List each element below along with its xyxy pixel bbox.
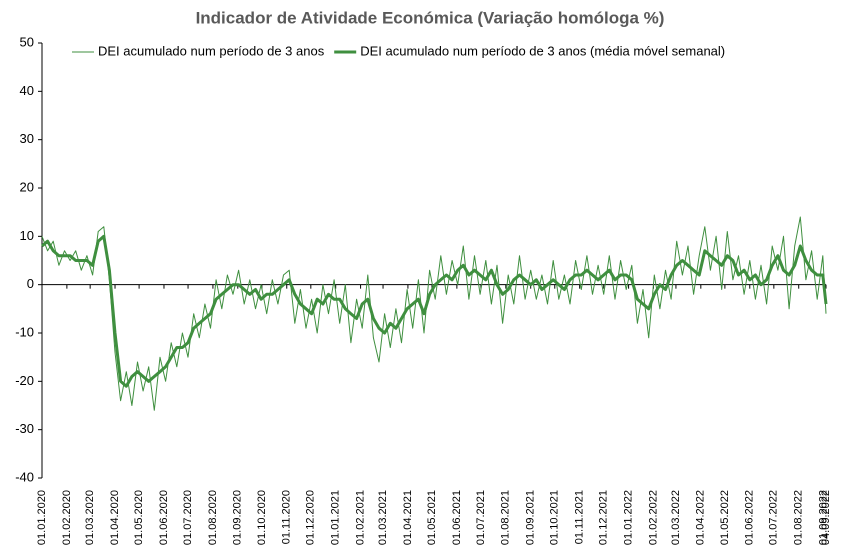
x-tick-label: 01.07.2022 bbox=[768, 490, 780, 545]
x-tick-label: 01.08.2021 bbox=[500, 490, 512, 545]
y-tick-label: 20 bbox=[20, 179, 34, 194]
y-tick-label: 30 bbox=[20, 131, 34, 146]
y-tick-label: 50 bbox=[20, 34, 34, 49]
legend-label: DEI acumulado num período de 3 anos bbox=[98, 43, 325, 58]
x-tick-label: 01.02.2020 bbox=[61, 490, 73, 545]
x-tick-label: 01.09.2022 bbox=[817, 490, 829, 545]
chart-title: Indicador de Atividade Económica (Variaç… bbox=[196, 8, 665, 27]
series-line bbox=[41, 234, 828, 388]
x-tick-label: 01.08.2022 bbox=[793, 490, 805, 545]
x-tick-label: 01.10.2020 bbox=[256, 490, 268, 545]
x-tick-label: 01.01.2021 bbox=[330, 490, 342, 545]
x-tick-label: 01.12.2021 bbox=[598, 490, 610, 545]
x-tick-label: 01.05.2022 bbox=[719, 490, 731, 545]
x-tick-label: 01.04.2021 bbox=[402, 490, 414, 545]
y-tick-label: -40 bbox=[15, 469, 34, 484]
x-tick-label: 01.02.2022 bbox=[647, 490, 659, 545]
x-tick-label: 01.11.2020 bbox=[281, 490, 293, 544]
y-tick-label: -10 bbox=[15, 324, 34, 339]
y-tick-label: 10 bbox=[20, 228, 34, 243]
x-tick-label: 01.06.2020 bbox=[158, 490, 170, 545]
x-tick-label: 01.05.2021 bbox=[426, 490, 438, 545]
x-tick-label: 01.01.2022 bbox=[623, 490, 635, 545]
x-tick-label: 01.07.2020 bbox=[182, 490, 194, 545]
x-tick-label: 01.09.2020 bbox=[232, 490, 244, 545]
x-tick-label: 01.04.2020 bbox=[109, 490, 121, 545]
x-tick-label: 01.08.2020 bbox=[207, 490, 219, 545]
y-tick-label: -30 bbox=[15, 421, 34, 436]
x-tick-label: 01.03.2022 bbox=[670, 490, 682, 545]
x-tick-label: 01.07.2021 bbox=[475, 490, 487, 545]
x-tick-label: 01.03.2021 bbox=[377, 490, 389, 545]
legend-label: DEI acumulado num período de 3 anos (méd… bbox=[360, 43, 725, 58]
x-tick-label: 01.10.2021 bbox=[549, 490, 561, 545]
x-tick-label: 01.04.2022 bbox=[695, 490, 707, 545]
x-tick-label: 01.02.2021 bbox=[354, 490, 366, 545]
y-tick-label: 0 bbox=[27, 276, 34, 291]
x-tick-label: 01.09.2021 bbox=[525, 490, 537, 545]
y-tick-label: -20 bbox=[15, 373, 34, 388]
x-tick-label: 04.09.2022 bbox=[820, 490, 832, 545]
y-tick-label: 40 bbox=[20, 83, 34, 98]
x-tick-label: 01.06.2022 bbox=[744, 490, 756, 545]
x-tick-label: 01.06.2021 bbox=[451, 490, 463, 545]
series-line bbox=[41, 216, 827, 411]
x-tick-label: 01.03.2020 bbox=[84, 490, 96, 545]
x-tick-label: 01.12.2020 bbox=[305, 490, 317, 545]
x-tick-label: 01.05.2020 bbox=[133, 490, 145, 545]
x-tick-label: 01.11.2021 bbox=[574, 490, 586, 544]
x-tick-label: 01.01.2020 bbox=[36, 490, 48, 545]
